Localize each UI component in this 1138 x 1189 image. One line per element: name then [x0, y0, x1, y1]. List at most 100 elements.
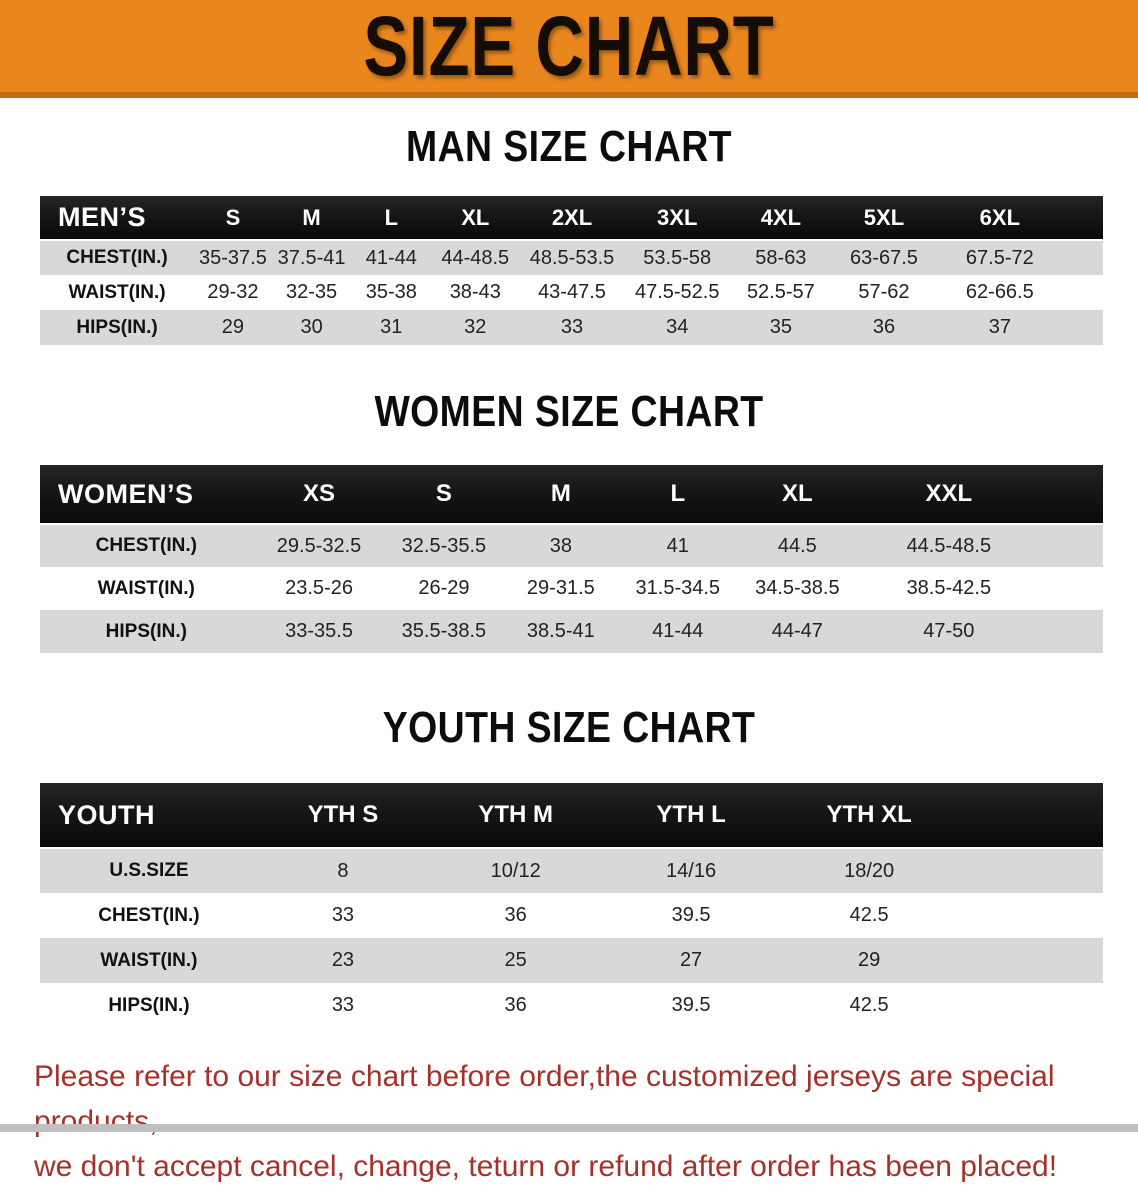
men-section-heading: MAN SIZE CHART [406, 122, 732, 171]
measurement-value-cell: 35.5-38.5 [401, 620, 487, 642]
table-category-label: MEN’S [40, 196, 195, 241]
filler-cell [1039, 465, 1103, 525]
measurement-value-cell: 39.5 [671, 994, 711, 1016]
measurement-value-cell: 31 [380, 316, 403, 338]
measurement-row-label: HIPS(IN.) [105, 620, 187, 642]
measurement-value-cell: 31.5-34.5 [635, 577, 721, 599]
measurement-value-cell: 26-29 [418, 577, 470, 599]
filler-cell [1064, 310, 1103, 345]
measurement-row-label: U.S.SIZE [109, 860, 189, 881]
table-header-row: WOMEN’S XS S M L XL XXL [40, 465, 1103, 525]
youth-size-section: YOUTH SIZE CHART YOUTH YTH S YTH M YTH L YTH… [0, 703, 1138, 1028]
size-column-header: XXL [858, 465, 1040, 525]
filler-cell [1064, 240, 1103, 275]
table-row: WAIST(IN.) 29-32 32-35 35-38 38-43 43-47.5 47.… [40, 275, 1103, 310]
measurement-value-cell: 67.5-72 [965, 246, 1034, 269]
table-category-label: WOMEN’S [40, 465, 253, 525]
measurement-value-cell: 36 [872, 316, 896, 338]
table-category-label: YOUTH [40, 783, 258, 849]
measurement-value-cell: 29-31.5 [526, 577, 595, 599]
measurement-value-cell: 42.5 [849, 904, 889, 926]
size-column-header: XL [736, 465, 859, 525]
measurement-value-cell: 36 [504, 904, 527, 926]
measurement-row-label: CHEST(IN.) [98, 904, 200, 926]
measurement-value-cell: 33 [331, 904, 355, 926]
measurement-value-cell: 41-44 [652, 620, 704, 642]
measurement-value-cell: 57-62 [858, 281, 910, 303]
men-size-section: MAN SIZE CHART MEN’S S M L XL 2XL 3XL 4XL 5XL 6XL… [0, 122, 1138, 345]
table-row: CHEST(IN.) 35-37.5 37.5-41 41-44 44-48.5 48.5… [40, 240, 1103, 275]
size-note-line-2: we don't accept cancel, change, teturn o… [34, 1150, 1058, 1183]
measurement-row-label: WAIST(IN.) [97, 577, 195, 599]
measurement-value-cell: 29.5-32.5 [276, 534, 362, 557]
measurement-value-cell: 33 [331, 994, 355, 1016]
size-column-header: XS [252, 465, 386, 525]
measurement-value-cell: 34.5-38.5 [755, 577, 840, 599]
measurement-value-cell: 38 [549, 534, 572, 557]
measurement-value-cell: 32.5-35.5 [401, 534, 487, 557]
filler-cell [1039, 610, 1103, 653]
measurement-value-cell: 48.5-53.5 [529, 246, 615, 269]
table-row: CHEST(IN.) 33 36 39.5 42.5 [40, 893, 1103, 938]
measurement-value-cell: 10/12 [490, 859, 541, 882]
measurement-value-cell: 32-35 [286, 281, 338, 303]
measurement-value-cell: 33-35.5 [285, 620, 353, 642]
filler-cell [959, 983, 1103, 1028]
measurement-value-cell: 23.5-26 [285, 577, 353, 599]
measurement-value-cell: 35-38 [365, 281, 417, 303]
measurement-value-cell: 29-32 [207, 281, 259, 303]
measurement-value-cell: 44-47 [771, 620, 823, 642]
size-column-header: 6XL [936, 196, 1064, 241]
filler-cell [959, 938, 1103, 983]
measurement-value-cell: 47.5-52.5 [634, 281, 720, 303]
measurement-value-cell: 38-43 [449, 281, 501, 303]
measurement-row-label: HIPS(IN.) [76, 316, 158, 338]
measurement-value-cell: 43-47.5 [538, 281, 606, 303]
measurement-value-cell: 41-44 [365, 246, 417, 269]
size-note-line-1: Please refer to our size chart before or… [34, 1060, 1055, 1138]
measurement-value-cell: 35 [769, 316, 792, 338]
table-header-row: MEN’S S M L XL 2XL 3XL 4XL 5XL 6XL [40, 196, 1103, 241]
measurement-value-cell: 44-48.5 [441, 246, 510, 269]
measurement-value-cell: 14/16 [666, 859, 717, 882]
measurement-value-cell: 62-66.5 [965, 281, 1034, 303]
order-disclaimer: Please refer to our size chart before or… [0, 1054, 1138, 1189]
measurement-row-label: HIPS(IN.) [108, 994, 190, 1016]
filler-cell [1039, 524, 1103, 567]
measurement-value-cell: 33 [560, 316, 584, 338]
measurement-value-cell: 39.5 [671, 904, 711, 926]
measurement-value-cell: 37.5-41 [277, 246, 346, 269]
measurement-value-cell: 38.5-41 [526, 620, 595, 642]
size-column-header: S [194, 196, 272, 241]
table-row: HIPS(IN.) 33 36 39.5 42.5 [40, 983, 1103, 1028]
table-row: U.S.SIZE 8 10/12 14/16 18/20 [40, 848, 1103, 893]
filler-cell [959, 893, 1103, 938]
filler-cell [959, 783, 1103, 849]
table-row: HIPS(IN.) 33-35.5 35.5-38.5 38.5-41 41-44 44-… [40, 610, 1103, 653]
measurement-row-label: WAIST(IN.) [68, 281, 166, 303]
size-column-header: YTH L [603, 783, 779, 849]
measurement-value-cell: 47-50 [923, 620, 975, 642]
measurement-value-cell: 35-37.5 [199, 246, 267, 269]
women-size-table: WOMEN’S XS S M L XL XXL CHEST(IN.) 29.5-32.5 32.5… [40, 465, 1103, 653]
measurement-value-cell: 8 [337, 859, 349, 882]
measurement-value-cell: 29 [221, 316, 245, 338]
measurement-value-cell: 37 [988, 316, 1011, 338]
measurement-row-label: CHEST(IN.) [95, 535, 197, 556]
banner-title: SIZE CHART [363, 0, 775, 93]
measurement-value-cell: 27 [679, 949, 703, 971]
measurement-value-cell: 58-63 [755, 246, 807, 269]
size-column-header: L [619, 465, 737, 525]
size-chart-banner: SIZE CHART [0, 0, 1138, 98]
women-section-heading: WOMEN SIZE CHART [374, 387, 764, 436]
size-column-header: YTH M [427, 783, 604, 849]
table-row: WAIST(IN.) 23.5-26 26-29 29-31.5 31.5-34.5 34… [40, 567, 1103, 610]
size-column-header: M [271, 196, 352, 241]
measurement-value-cell: 44.5 [777, 534, 817, 557]
measurement-value-cell: 52.5-57 [746, 281, 815, 303]
size-column-header: 4XL [729, 196, 832, 241]
filler-cell [1064, 275, 1103, 310]
size-column-header: XL [431, 196, 520, 241]
table-row: HIPS(IN.) 29 30 31 32 33 34 35 36 37 [40, 310, 1103, 345]
